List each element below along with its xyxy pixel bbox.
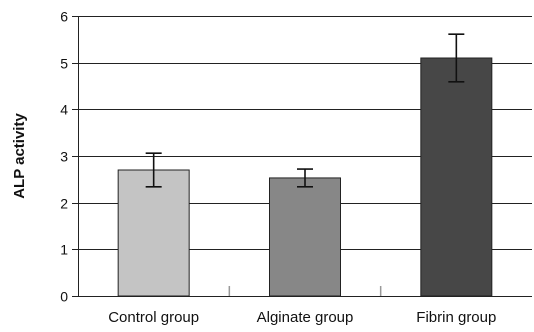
bar-alginate-group <box>269 177 341 297</box>
y-tick-label: 1 <box>60 242 68 258</box>
y-tick-label: 4 <box>60 102 68 118</box>
x-category-label: Control group <box>108 309 199 326</box>
y-tick-label: 2 <box>60 196 68 212</box>
y-tick-label: 3 <box>60 149 68 165</box>
y-axis-label: ALP activity <box>11 113 28 199</box>
bar-fibrin-group <box>420 57 493 297</box>
bar-control-group <box>117 169 190 297</box>
y-tick-label: 0 <box>60 289 68 305</box>
axes-group: 0 1 2 3 4 5 6 Control group Alginate group Fibrin… <box>60 9 532 326</box>
y-tick-label: 5 <box>60 56 68 72</box>
x-category-label: Fibrin group <box>416 309 496 326</box>
y-tick-label: 6 <box>60 9 68 25</box>
x-category-label: Alginate group <box>257 309 354 326</box>
bars-group <box>117 33 493 297</box>
